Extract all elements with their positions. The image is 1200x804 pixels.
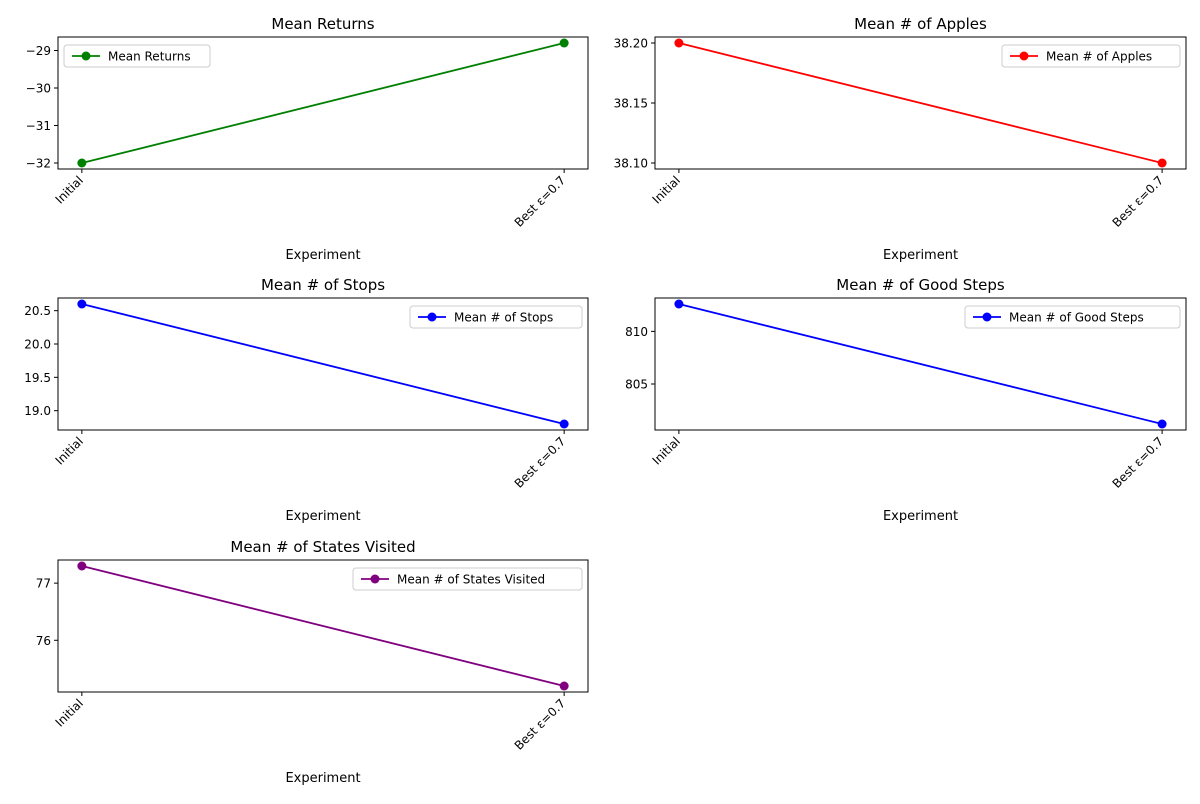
x-tick-label: Best ε=0.7 [512,696,569,753]
x-tick-label: Initial [53,173,86,206]
legend-marker [982,312,992,322]
x-tick-label: Best ε=0.7 [1110,434,1167,491]
data-point [559,38,569,48]
legend-label: Mean # of Apples [1046,50,1152,64]
subplot-title: Mean # of Stops [261,276,385,294]
y-tick-label: 20.0 [24,338,51,352]
x-tick-label: Initial [53,434,86,467]
x-tick-label: Initial [650,173,683,206]
axes-frame [57,559,589,693]
subplot-4: Mean # of Good Steps 805 810 Initial Best ε=… [625,276,1187,524]
y-tick-label: 38.15 [614,97,648,111]
legend-marker [1019,51,1029,61]
y-tick-label: −31 [26,119,51,133]
y-tick-label: 19.0 [24,404,51,418]
subplot-1: Mean Returns −32 −31 −30 −29 Initial Best ε=0.… [26,15,589,263]
y-tick-label: −30 [26,82,51,96]
legend-marker [427,312,437,322]
y-tick-label: 76 [36,634,51,648]
series-line [678,42,1163,164]
data-point [1157,158,1167,168]
series-line [81,42,565,164]
data-point [674,299,684,309]
x-tick-label: Best ε=0.7 [512,173,569,230]
legend-box [964,305,1181,329]
axes-frame [57,297,589,431]
y-tick-label: 20.5 [24,304,51,318]
data-point [77,158,87,168]
series-line [81,565,565,687]
y-tick-label: −29 [26,44,51,58]
data-point [77,299,87,309]
legend-marker [81,51,91,61]
subplot-3: Mean # of Stops 19.0 19.5 20.0 20.5 Initial Be… [24,276,589,524]
legend-box [63,44,211,68]
x-tick-label: Best ε=0.7 [1110,173,1167,230]
data-point [674,38,684,48]
subplot-title: Mean # of Good Steps [836,276,1005,294]
legend-box [352,567,583,591]
y-tick-label: 77 [36,577,51,591]
x-tick-label: Best ε=0.7 [512,434,569,491]
data-point [1157,419,1167,429]
data-point [559,419,569,429]
y-tick-label: 810 [625,325,648,339]
axes-frame [57,36,589,170]
legend-marker [370,574,380,584]
x-axis-label: Experiment [285,248,360,263]
y-tick-label: 19.5 [24,371,51,385]
y-tick-label: 38.10 [614,157,648,171]
data-point [77,561,87,571]
x-tick-label: Initial [650,434,683,467]
x-axis-label: Experiment [883,248,958,263]
y-tick-label: 805 [625,378,648,392]
series-line [81,303,565,425]
legend-box [409,305,583,329]
x-tick-label: Initial [53,696,86,729]
subplot-title: Mean # of States Visited [230,538,415,556]
subplot-5: Mean # of States Visited 76 77 Initial Best … [36,538,589,786]
legend-label: Mean # of States Visited [397,573,545,587]
legend-box [1001,44,1181,68]
legend-label: Mean # of Good Steps [1009,311,1144,325]
series-line [678,303,1163,425]
x-axis-label: Experiment [285,509,360,524]
y-tick-label: 38.20 [614,37,648,51]
axes-frame [654,297,1187,431]
subplot-2: Mean # of Apples 38.10 38.15 38.20 Initial Be… [614,15,1187,263]
subplot-title: Mean # of Apples [854,15,987,33]
x-axis-label: Experiment [285,771,360,786]
subplot-title: Mean Returns [271,15,374,33]
y-tick-label: −32 [26,157,51,171]
data-point [559,681,569,691]
legend-label: Mean Returns [108,50,191,64]
x-axis-label: Experiment [883,509,958,524]
legend-label: Mean # of Stops [454,311,553,325]
